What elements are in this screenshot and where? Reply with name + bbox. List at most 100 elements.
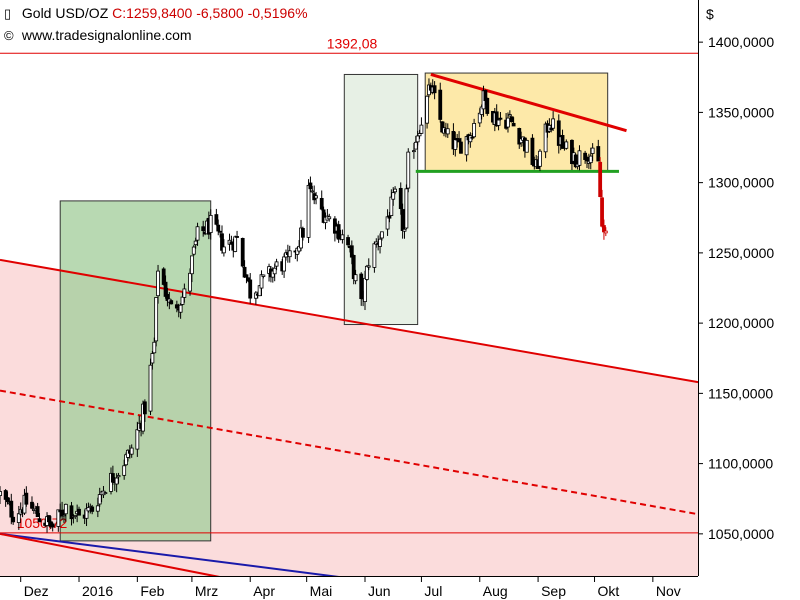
candle-body <box>195 226 200 241</box>
candle-body <box>154 297 159 342</box>
candle-body <box>391 192 396 200</box>
candle-body <box>530 137 535 165</box>
candle-body <box>193 240 198 246</box>
candle-body <box>509 116 514 123</box>
candlestick-series <box>0 78 608 533</box>
candle-body <box>314 195 318 199</box>
candle-body <box>393 188 397 193</box>
candle-body <box>9 500 14 518</box>
candle-body <box>468 135 473 143</box>
x-tick-label: Okt <box>598 583 620 599</box>
x-tick-label: Mrz <box>195 583 218 599</box>
candle-body <box>340 234 345 240</box>
candle-body <box>459 141 463 154</box>
candle-body <box>385 216 390 230</box>
candle-body <box>402 228 407 232</box>
candle-body <box>524 139 529 153</box>
currency-label: $ <box>706 6 714 22</box>
candle-body <box>538 150 542 167</box>
trend-lines: 1392,08 1050,72 <box>0 35 699 589</box>
candle-body <box>498 117 503 120</box>
candle-body <box>400 209 405 232</box>
candle-body <box>114 477 119 485</box>
candle-body <box>274 261 279 267</box>
candle-body <box>16 513 21 523</box>
candle-body <box>306 184 311 238</box>
x-tick-label: Jul <box>424 583 442 599</box>
candle-body <box>453 139 458 150</box>
candle-body <box>419 124 424 134</box>
y-axis-panel <box>699 0 800 600</box>
candle-body <box>425 95 429 124</box>
candle-body <box>35 506 40 517</box>
candlestick-icon: ▯ <box>4 6 12 21</box>
candle-body <box>152 341 157 354</box>
candle-body <box>156 270 160 297</box>
candle-body <box>600 197 604 227</box>
candle-body <box>590 147 595 154</box>
candle-body <box>389 196 394 216</box>
candle-body <box>598 161 603 198</box>
x-tick-label: Nov <box>656 583 681 599</box>
x-tick-label: Apr <box>253 583 275 599</box>
chart-header: ▯ Gold USD/OZ C:1259,8400 -6,5800 -0,519… <box>4 5 308 22</box>
candle-body <box>412 150 416 153</box>
candle-body <box>208 215 213 233</box>
x-axis-panel <box>0 577 698 600</box>
candle-body <box>577 150 582 166</box>
candle-body <box>472 123 477 138</box>
y-tick-label: 1150,0000 <box>708 385 773 401</box>
candle-body <box>585 157 589 162</box>
candle-body <box>261 274 266 277</box>
x-tick-label: Jun <box>368 583 391 599</box>
candle-body <box>359 273 364 300</box>
candle-body <box>235 236 239 238</box>
y-tick-label: 1200,0000 <box>708 315 774 331</box>
x-tick-label: Dez <box>24 583 49 599</box>
candle-body <box>0 491 2 497</box>
candle-body <box>50 523 55 528</box>
candle-body <box>457 138 461 143</box>
price-change: -6,5800 <box>196 5 244 21</box>
candle-body <box>485 97 490 114</box>
y-tick-label: 1050,0000 <box>708 526 774 542</box>
candle-body <box>588 155 593 164</box>
candle-body <box>73 515 78 517</box>
candle-body <box>301 227 305 238</box>
candle-body <box>417 133 422 137</box>
candle-body <box>308 182 313 190</box>
candle-body <box>11 516 16 523</box>
price-change-pct: -0,5196% <box>247 5 308 21</box>
source-link[interactable]: www.tradesignalonline.com <box>21 27 192 43</box>
candle-body <box>282 256 286 272</box>
candle-body <box>62 514 66 517</box>
copyright-icon: © <box>4 28 14 43</box>
candle-body <box>190 255 194 275</box>
candle-body <box>404 188 409 229</box>
candle-body <box>148 364 153 412</box>
candle-body <box>47 515 51 523</box>
candle-body <box>372 243 377 268</box>
x-tick-label: Sep <box>541 583 566 599</box>
candle-body <box>387 215 392 219</box>
y-tick-label: 1250,0000 <box>708 245 774 261</box>
candle-body <box>551 118 556 129</box>
candle-body <box>353 274 358 282</box>
candle-body <box>150 353 155 364</box>
candle-body <box>69 505 74 520</box>
candle-body <box>507 114 512 117</box>
candle-body <box>506 117 510 128</box>
candle-body <box>233 236 238 252</box>
candle-body <box>413 141 418 150</box>
candle-body <box>470 136 475 139</box>
x-tick-label: Mai <box>310 583 333 599</box>
candle-body <box>380 231 384 239</box>
candle-body <box>214 214 219 225</box>
candle-body <box>135 429 140 450</box>
y-tick-label: 1300,0000 <box>708 175 774 191</box>
candle-body <box>366 265 371 268</box>
candle-body <box>182 288 187 298</box>
candle-body <box>378 238 382 247</box>
